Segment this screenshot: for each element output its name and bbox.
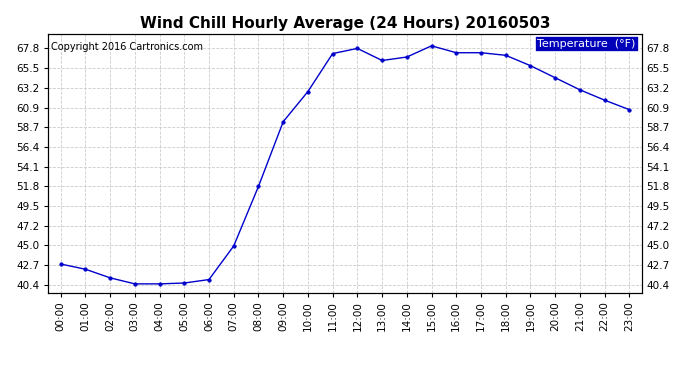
Text: Copyright 2016 Cartronics.com: Copyright 2016 Cartronics.com [51, 42, 204, 51]
Title: Wind Chill Hourly Average (24 Hours) 20160503: Wind Chill Hourly Average (24 Hours) 201… [140, 16, 550, 31]
Text: Temperature  (°F): Temperature (°F) [538, 39, 635, 49]
